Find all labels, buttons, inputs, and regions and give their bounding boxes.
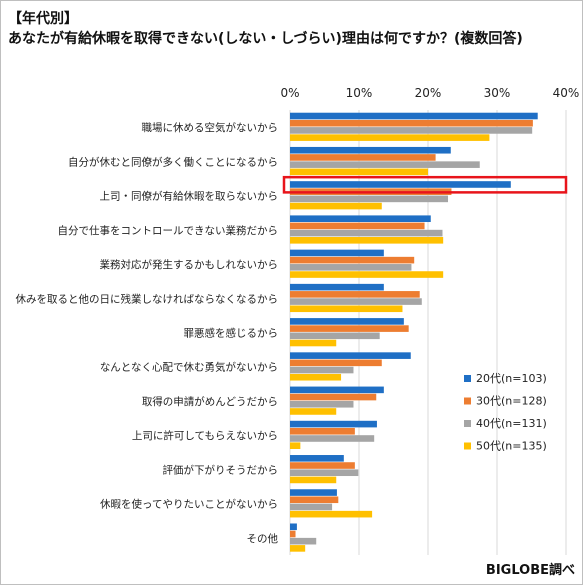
bar-50s — [290, 510, 373, 518]
chart-heading-line2: あなたが有給休暇を取得できない(しない・しづらい)理由は何ですか？(複数回答) — [8, 30, 523, 47]
bar-40s — [290, 332, 380, 340]
x-tick-label: 20% — [415, 86, 442, 100]
x-tick-label: 10% — [346, 86, 373, 100]
legend-label: 20代(n=103) — [476, 372, 547, 385]
category-label: 自分で仕事をコントロールできない業務だから — [58, 224, 279, 237]
bar-50s — [290, 134, 490, 141]
x-axis-tick-labels: 0% 10% 20% 30% 40% — [280, 86, 579, 100]
bar-30s — [290, 359, 382, 367]
bar-30s — [290, 222, 425, 230]
bar-30s — [290, 325, 409, 332]
category-label: その他 — [247, 532, 279, 545]
bar-40s — [290, 469, 359, 477]
category-label: 上司・同僚が有給休暇を取らないから — [100, 190, 279, 203]
bar-50s — [290, 476, 337, 484]
bar-50s — [290, 408, 337, 415]
bar-40s — [290, 435, 375, 442]
bar-50s — [290, 168, 428, 176]
legend-swatch — [464, 420, 471, 427]
bar-20s — [290, 215, 431, 223]
legend-swatch — [464, 442, 471, 450]
category-labels: 職場に休める空気がないから自分が休むと同僚が多く働くことになるから上司・同僚が有… — [16, 121, 279, 545]
x-tick-label: 0% — [280, 86, 299, 100]
legend-swatch — [464, 397, 471, 405]
category-label: 罪悪感を感じるから — [184, 327, 279, 340]
bar-40s — [290, 195, 449, 203]
data-label: 32.0% — [517, 181, 546, 191]
bar-50s — [290, 237, 444, 244]
category-label: 自分が休むと同僚が多く働くことになるから — [68, 155, 278, 168]
bar-20s — [290, 249, 384, 257]
bar-50s — [290, 442, 301, 449]
category-label: 業務対応が発生するかもしれないから — [100, 258, 279, 271]
bar-20s — [290, 146, 451, 154]
legend-swatch — [464, 375, 471, 382]
bar-20s — [290, 420, 377, 428]
category-label: 職場に休める空気がないから — [142, 121, 279, 134]
bar-30s — [290, 462, 355, 469]
legend-label: 40代(n=131) — [476, 417, 547, 430]
bar-40s — [290, 229, 443, 237]
bar-40s — [290, 400, 354, 408]
bar-40s — [290, 503, 333, 511]
bar-20s — [290, 386, 384, 394]
bar-20s — [290, 283, 384, 291]
bar-40s — [290, 264, 412, 271]
x-tick-label: 30% — [484, 86, 511, 100]
bar-50s — [290, 202, 382, 210]
bar-20s — [290, 352, 411, 359]
bar-20s — [290, 455, 344, 462]
bar-40s — [290, 161, 480, 168]
bar-50s — [290, 545, 306, 552]
bar-30s — [290, 119, 533, 127]
bar-20s — [290, 489, 337, 496]
bar-20s — [290, 318, 404, 325]
source-label: BIGLOBE調べ — [486, 562, 575, 578]
bar-40s — [290, 537, 317, 545]
bar-20s — [290, 181, 511, 188]
bar-50s — [290, 305, 403, 313]
annotations: 32.0% — [282, 175, 568, 194]
bar-30s — [290, 530, 296, 538]
bar-20s — [290, 523, 297, 531]
category-label: 休みを取ると他の日に残業しなければならなくなるから — [16, 292, 279, 305]
chart-heading-line1: 【年代別】 — [8, 10, 78, 27]
legend: 20代(n=103) 30代(n=128) 40代(n=131) 50代(n=135) — [464, 372, 547, 453]
legend-label: 50代(n=135) — [476, 440, 547, 453]
bar-30s — [290, 393, 377, 401]
bars — [290, 112, 538, 552]
bar-20s — [290, 112, 538, 120]
category-label: なんとなく心配で休む勇気がないから — [100, 361, 278, 374]
bar-40s — [290, 127, 533, 134]
highlight-box — [282, 175, 568, 194]
bar-30s — [290, 427, 355, 435]
category-label: 評価が下がりそうだから — [163, 463, 279, 476]
category-label: 取得の申請がめんどうだから — [142, 395, 278, 408]
x-tick-label: 40% — [553, 86, 580, 100]
legend-label: 30代(n=128) — [476, 395, 547, 408]
bar-40s — [290, 298, 422, 305]
bar-30s — [290, 291, 420, 298]
bar-30s — [290, 256, 415, 264]
category-label: 上司に許可してもらえないから — [132, 429, 278, 442]
bar-50s — [290, 339, 337, 347]
category-label: 休暇を使ってやりたいことがないから — [100, 498, 278, 511]
bar-50s — [290, 373, 342, 381]
bar-40s — [290, 366, 354, 374]
bar-50s — [290, 271, 444, 278]
bar-30s — [290, 154, 436, 161]
bar-30s — [290, 496, 339, 504]
